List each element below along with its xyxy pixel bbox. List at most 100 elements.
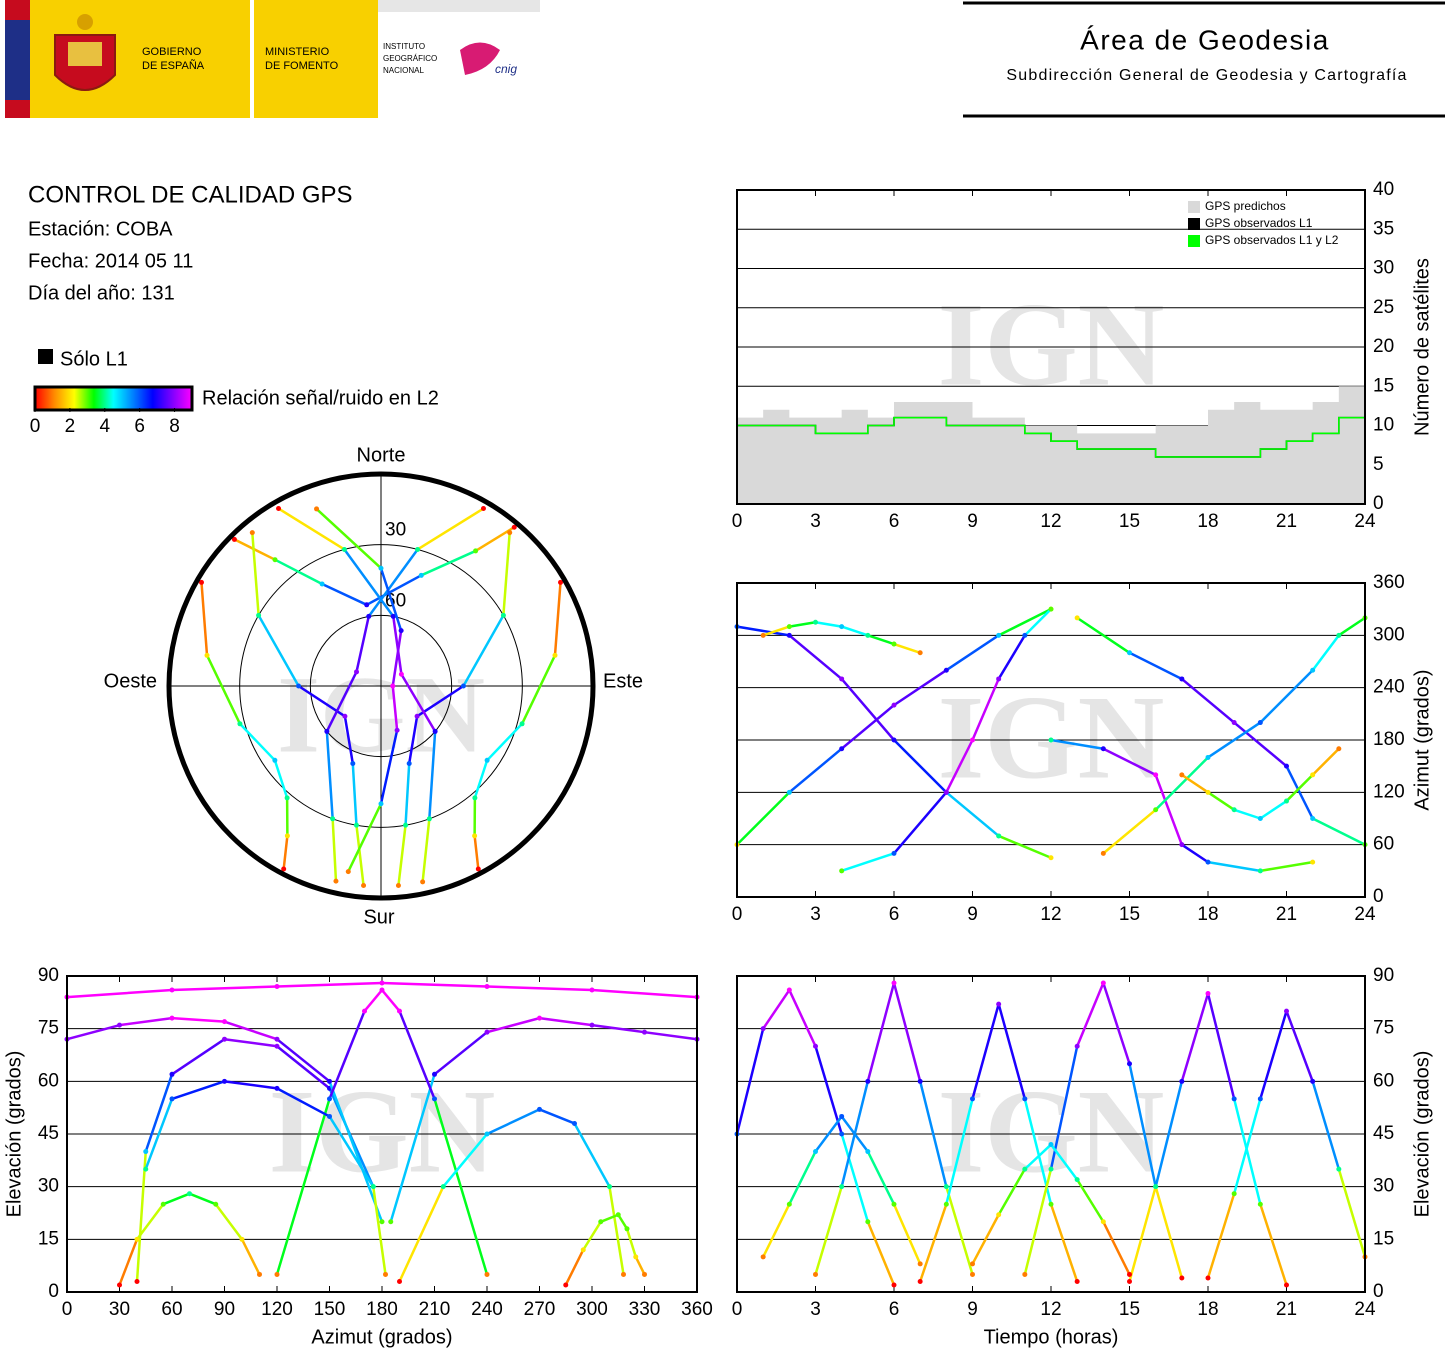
track-segment [1180,992,1210,1083]
track-point [1100,850,1106,856]
track-point [484,1271,490,1277]
x-tick-label: 18 [1197,511,1218,532]
track-segment [1337,616,1367,637]
track-point [284,833,290,839]
x-tick-label: 15 [1119,904,1140,925]
track-point [760,632,766,638]
track-segment [1154,773,1184,846]
y-tick-label: 75 [1373,1018,1394,1039]
track-segment [391,629,403,688]
track-point [383,1271,388,1277]
track-segment [971,1002,1000,1101]
track-segment [945,1097,974,1206]
track-segment [214,1202,244,1241]
track-segment [473,759,489,800]
track-segment [275,981,384,988]
x-tick-label: 210 [419,1299,451,1320]
track-point [1257,1201,1263,1207]
legend-label: GPS observados L1 [1205,216,1313,230]
track-point [420,879,426,885]
track-point [1179,772,1185,778]
track-point [996,1001,1002,1007]
x-tick-label: 3 [810,904,821,925]
track-point [891,641,897,647]
track-segment [945,791,1000,838]
track-segment [485,985,594,992]
track-point [621,1271,626,1277]
track-point [1127,1271,1132,1277]
track-point [1310,772,1316,778]
track-point [397,1008,402,1014]
track-segment [918,1202,948,1283]
track-point [760,1254,766,1260]
track-point [1310,667,1316,673]
x-tick-label: 240 [471,1299,503,1320]
track-point [204,652,210,658]
track-point [432,1071,437,1077]
track-point [865,1219,871,1225]
track-segment [367,548,419,618]
track-point [642,1271,647,1277]
track-point [169,987,175,993]
track-segment [1102,1220,1131,1276]
track-segment [380,981,489,988]
track-segment [407,715,419,765]
track-segment [814,1044,843,1136]
track-segment [347,802,383,873]
track-point [342,713,348,719]
track-segment [282,834,289,871]
track-point [1310,859,1316,865]
plot-frame [736,189,1366,505]
info-line: Estación: COBA [28,218,173,240]
track-segment [1128,1185,1157,1283]
y-axis-label: Elevación (grados) [1411,1051,1433,1218]
track-point [239,1236,245,1242]
track-point [537,1106,542,1112]
track-segment [814,621,843,628]
track-point [507,530,513,536]
track-point [354,669,360,675]
y-tick-label: 0 [1373,493,1384,514]
x-tick-label: 270 [524,1299,556,1320]
track-segment [892,1202,922,1266]
track-point [786,789,792,795]
track-segment [144,1073,174,1153]
track-segment [520,654,557,726]
track-segment [170,985,279,992]
track-point [272,757,278,763]
track-point [891,737,897,743]
x-tick-label: 300 [576,1299,608,1320]
track-point [1231,807,1237,813]
cardinal-label: Sur [363,906,394,928]
track-point [1127,1278,1132,1284]
track-point [563,1282,569,1288]
track-point [284,795,290,801]
track-segment [945,634,1000,672]
track-point [274,1043,280,1049]
logo-text: NACIONAL [383,66,424,75]
sky-frame [166,471,596,901]
track-point [1179,1078,1185,1084]
x-tick-label: 9 [967,511,978,532]
track-point [1048,606,1054,612]
track-point [350,760,356,766]
track-point [475,866,481,872]
track-point [1310,816,1316,821]
plot-frame [736,975,1366,1293]
track-segment [398,1185,445,1283]
track-segment [866,981,896,1083]
track-point [943,1184,949,1190]
y-tick-label: 90 [38,965,59,986]
track-point [558,579,564,585]
track-segment [485,1016,541,1034]
track-point [996,1212,1002,1218]
track-segment [918,1080,948,1188]
track-point [460,683,466,689]
track-point [996,833,1002,839]
y-tick-label: 180 [1373,729,1405,750]
header-title: Área de Geodesia [1080,24,1330,55]
track-segment [398,1009,436,1101]
track-point [970,1271,975,1277]
track-point [1205,859,1211,865]
track-segment [643,1030,699,1041]
